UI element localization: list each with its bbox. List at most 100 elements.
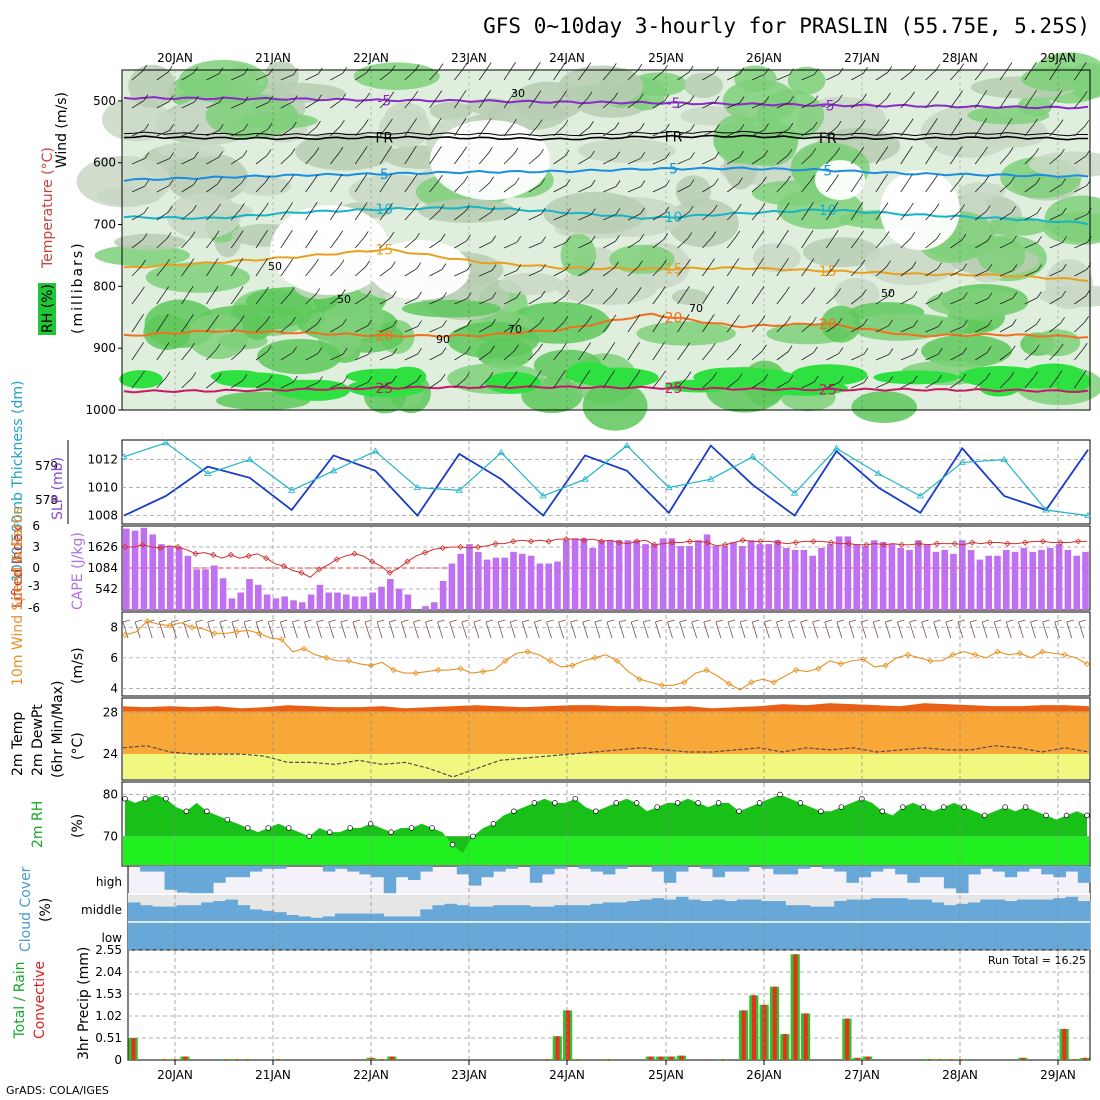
wind-barb-flag bbox=[437, 146, 442, 153]
wind-barb-flag bbox=[789, 95, 794, 103]
rh-high-blob bbox=[1003, 369, 1077, 389]
cloud-middle-bar bbox=[919, 899, 932, 922]
wind-barb-staff bbox=[603, 157, 616, 165]
wind-barb-flag bbox=[215, 343, 221, 351]
wind10m-barb-flag bbox=[292, 619, 300, 623]
cape-bar bbox=[1047, 548, 1054, 610]
wind-barb-staff bbox=[776, 74, 790, 81]
li-marker bbox=[157, 545, 164, 552]
wind-barb-staff bbox=[900, 354, 914, 361]
wind-barb-flag bbox=[686, 371, 692, 378]
cape-bar bbox=[175, 547, 183, 610]
wind10m-marker bbox=[390, 666, 397, 674]
precip-convective-bar bbox=[555, 1036, 560, 1060]
wind-barb-flag bbox=[539, 317, 545, 324]
wind-barb-flag bbox=[709, 286, 715, 293]
wind-barb-staff bbox=[850, 99, 863, 109]
wind-barb-staff bbox=[280, 293, 291, 305]
wind10m-barb-staff bbox=[1042, 621, 1048, 639]
cloud-low-bar bbox=[335, 922, 348, 950]
wind-barb-staff bbox=[578, 97, 589, 109]
cloud-low-bar bbox=[1029, 922, 1042, 950]
wind-barb-flag bbox=[809, 202, 814, 209]
cape-bar bbox=[1038, 549, 1045, 610]
cape-bar bbox=[536, 563, 544, 610]
wind-barb-flag bbox=[1012, 235, 1017, 243]
rh-marker bbox=[818, 808, 824, 815]
wind-barb-staff bbox=[603, 213, 617, 221]
cloud-middle-bar bbox=[968, 902, 981, 922]
rh-blob bbox=[978, 116, 1048, 148]
wind-barb-flag bbox=[367, 376, 373, 383]
rh2m-units-label: (%) bbox=[70, 814, 86, 838]
rh-marker bbox=[449, 841, 456, 848]
li-marker bbox=[121, 543, 129, 551]
wind10m-barb-flag bbox=[873, 619, 881, 623]
wind10m-barb-flag bbox=[122, 619, 131, 623]
cape-bar bbox=[818, 548, 825, 610]
rh-marker bbox=[347, 825, 353, 831]
cloud-units-label: (%) bbox=[38, 898, 54, 922]
wind-barb-flag bbox=[1081, 62, 1087, 69]
wind-barb-flag bbox=[912, 375, 918, 382]
cloud-high-bar bbox=[956, 866, 969, 894]
cloud-low-bar bbox=[566, 922, 579, 950]
wind-barb-flag bbox=[264, 286, 269, 294]
wind-barb-flag bbox=[164, 286, 169, 293]
cloud-high-bar bbox=[408, 866, 421, 880]
cloud-high-bar bbox=[1016, 866, 1030, 872]
wind-barb-staff bbox=[602, 128, 616, 137]
cloud-middle-bar bbox=[858, 899, 872, 922]
wind10m-marker bbox=[636, 676, 643, 683]
cloud-low-bar bbox=[444, 922, 458, 950]
wind-barb-staff bbox=[404, 180, 414, 193]
wind10m-barb-flag bbox=[255, 619, 264, 623]
isotherm-label: 5 bbox=[669, 162, 678, 178]
wind-barb-flag bbox=[139, 314, 144, 321]
cloud-middle-bar bbox=[761, 901, 774, 922]
precip-convective-bar bbox=[1072, 1059, 1077, 1060]
wind-barb-flag bbox=[1007, 89, 1012, 97]
wind-barb-flag bbox=[858, 202, 864, 209]
wind-barb-staff bbox=[727, 102, 741, 109]
cloud-middle-bar bbox=[980, 899, 993, 922]
wind10m-barb-staff bbox=[848, 621, 855, 639]
wind-barb-staff bbox=[1024, 270, 1038, 277]
wind-barb-flag bbox=[663, 233, 669, 240]
rh-dry-patch bbox=[370, 240, 470, 300]
wind-barb-staff bbox=[627, 293, 638, 305]
wind-barb-flag bbox=[362, 146, 368, 153]
wind-barb-staff bbox=[1024, 124, 1034, 137]
wind-barb-staff bbox=[776, 181, 787, 193]
wind-barb-flag bbox=[217, 177, 223, 184]
cloud-middle-bar bbox=[627, 901, 640, 922]
wind10m-barb-staff bbox=[776, 621, 782, 639]
wind-barb-staff bbox=[429, 298, 443, 305]
wind-barb-staff bbox=[156, 320, 165, 333]
wind-barb-flag bbox=[664, 206, 670, 214]
rh-marker bbox=[797, 800, 804, 806]
cloud-low-bar bbox=[602, 922, 616, 950]
wind-barb-staff bbox=[726, 183, 739, 193]
wind-barb-staff bbox=[999, 153, 1010, 165]
wind-barb-staff bbox=[602, 98, 614, 109]
wind-barb-flag bbox=[810, 174, 815, 182]
wind-barb-flag bbox=[337, 202, 343, 209]
cloud-low-bar bbox=[1041, 922, 1054, 950]
wind-barb-staff bbox=[677, 377, 688, 389]
wind10m-marker bbox=[949, 651, 956, 658]
wind-barb-staff bbox=[851, 353, 865, 361]
rh-blob bbox=[114, 233, 187, 251]
wind10m-barb-flag bbox=[691, 619, 699, 623]
rh-marker bbox=[1063, 812, 1070, 819]
wind-barb-staff bbox=[503, 183, 516, 193]
wind-barb-staff bbox=[726, 236, 737, 249]
date-label-top: 25JAN bbox=[648, 51, 684, 65]
li-tick-label: -3 bbox=[28, 579, 40, 593]
wind-barb-staff bbox=[801, 127, 814, 137]
pressure-tick-label: 800 bbox=[93, 279, 116, 293]
wind-barb-flag bbox=[288, 202, 293, 209]
wind10m-units-label: (m/s) bbox=[70, 647, 86, 684]
cape-bar bbox=[897, 548, 904, 610]
rh-blob bbox=[821, 305, 861, 343]
